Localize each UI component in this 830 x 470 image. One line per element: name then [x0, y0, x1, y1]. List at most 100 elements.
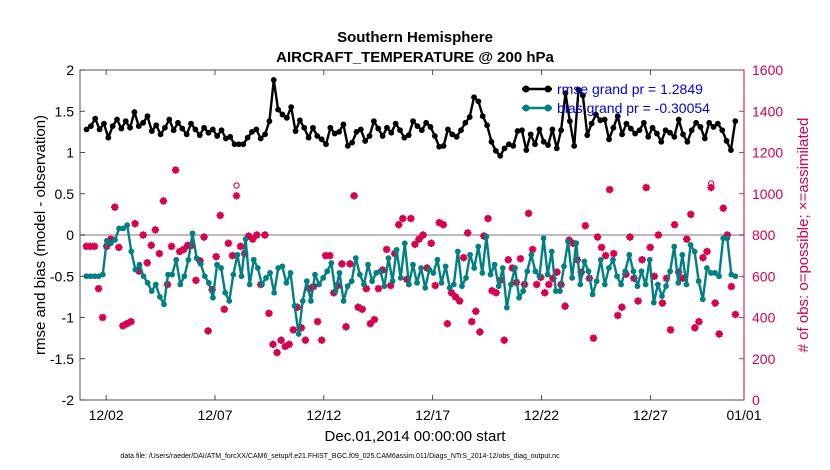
rmse-point [723, 138, 730, 144]
rmse-point [236, 141, 242, 148]
bias-point [459, 283, 465, 290]
rmse-point [427, 124, 434, 130]
obs-assimilated-point [678, 274, 687, 283]
obs-possible-point [273, 349, 281, 356]
bias-point [638, 268, 645, 275]
obs-possible-point [213, 253, 220, 260]
rmse-point [371, 118, 377, 125]
bias-point [601, 281, 608, 288]
obs-possible-point [91, 243, 98, 250]
bias-point [303, 278, 310, 285]
bias-point [597, 256, 604, 263]
obs-assimilated-point [147, 241, 156, 250]
bias-point [124, 222, 131, 229]
rmse-point [314, 133, 321, 139]
obs-possible-point [326, 252, 333, 259]
y2-tick-label: 1600 [752, 62, 783, 78]
obs-assimilated-point [155, 249, 164, 258]
rmse-point [292, 128, 299, 134]
obs-possible-point [314, 318, 321, 325]
obs-assimilated-point [208, 285, 216, 294]
rmse-point [527, 131, 534, 138]
bias-point [389, 278, 396, 285]
bias-point [189, 230, 196, 237]
rmse-point [436, 143, 443, 150]
obs-possible-point [168, 243, 175, 250]
bias-point [140, 273, 147, 280]
obs-assimilated-point [670, 220, 679, 229]
bias-point [577, 281, 584, 288]
bias-point [540, 235, 547, 242]
bias-point [532, 268, 539, 275]
x-tick-label: 12/22 [524, 407, 559, 423]
rmse-point [671, 133, 678, 140]
obs-possible-point [432, 282, 439, 289]
legend-bias-marker-2 [544, 104, 552, 112]
rmse-point [283, 114, 290, 121]
obs-assimilated-point [119, 321, 127, 330]
bias-point [691, 248, 698, 255]
rmse-point [675, 116, 682, 123]
obs-assimilated-point [472, 307, 480, 316]
x-axis-ticks: 12/02 12/07 12/12 12/17 12/22 12/27 01/01 [89, 70, 762, 423]
y-tick-label: -1.5 [50, 351, 74, 367]
bias-point [348, 278, 355, 285]
obs-assimilated-point [593, 233, 602, 241]
bias-point [434, 256, 441, 263]
obs-assimilated-point [415, 235, 423, 243]
obs-assimilated-point [601, 251, 610, 260]
obs-assimilated-point [699, 253, 707, 262]
obs-assimilated-point [252, 231, 261, 239]
obs-possible-point [468, 318, 475, 325]
obs-possible-point [643, 184, 650, 191]
bias-point [185, 256, 192, 263]
obs-possible-point [561, 303, 569, 310]
rmse-point [218, 127, 225, 134]
rmse-point [636, 127, 643, 134]
rmse-point [349, 139, 356, 146]
obs-assimilated-point [248, 235, 257, 243]
obs-possible-point [472, 308, 479, 315]
obs-possible-point [144, 259, 151, 266]
obs-assimilated-point [236, 242, 245, 251]
bias-point [544, 271, 551, 278]
bias-point [356, 271, 363, 278]
bias-point [299, 298, 306, 304]
bias-point [369, 278, 376, 285]
rmse-point [593, 111, 599, 118]
legend-rmse-text: rmse grand pr = 1.2849 [557, 81, 703, 97]
obs-possible-point [419, 231, 427, 239]
rmse-point [357, 126, 364, 133]
obs-assimilated-point [727, 282, 736, 291]
obs-possible-point [732, 311, 739, 318]
bias-point [699, 296, 706, 303]
obs-possible-point [172, 166, 179, 174]
rmse-point [732, 118, 739, 125]
rmse-point [445, 126, 451, 133]
obs-possible-point [346, 260, 354, 268]
rmse-point [153, 122, 160, 129]
bias-point [414, 279, 420, 286]
rmse-point [545, 142, 551, 148]
obs-possible-point [659, 299, 666, 307]
bias-point [128, 248, 135, 255]
obs-possible-point [484, 215, 492, 222]
obs-assimilated-point [435, 218, 444, 227]
bias-point [548, 248, 555, 255]
bias-point [144, 279, 151, 286]
bias-point [552, 288, 559, 294]
rmse-point [414, 123, 421, 129]
obs-possible-point [367, 320, 374, 327]
obs-possible-point [667, 326, 674, 334]
rmse-point [240, 141, 247, 148]
bias-point [365, 261, 371, 268]
bias-point [557, 288, 563, 294]
obs-assimilated-point [167, 242, 176, 251]
bias-point [267, 270, 273, 276]
obs-possible-point [148, 242, 155, 249]
obs-possible-point [541, 289, 548, 296]
rmse-point [640, 119, 647, 126]
rmse-point [375, 125, 382, 132]
obs-assimilated-point [719, 204, 728, 212]
